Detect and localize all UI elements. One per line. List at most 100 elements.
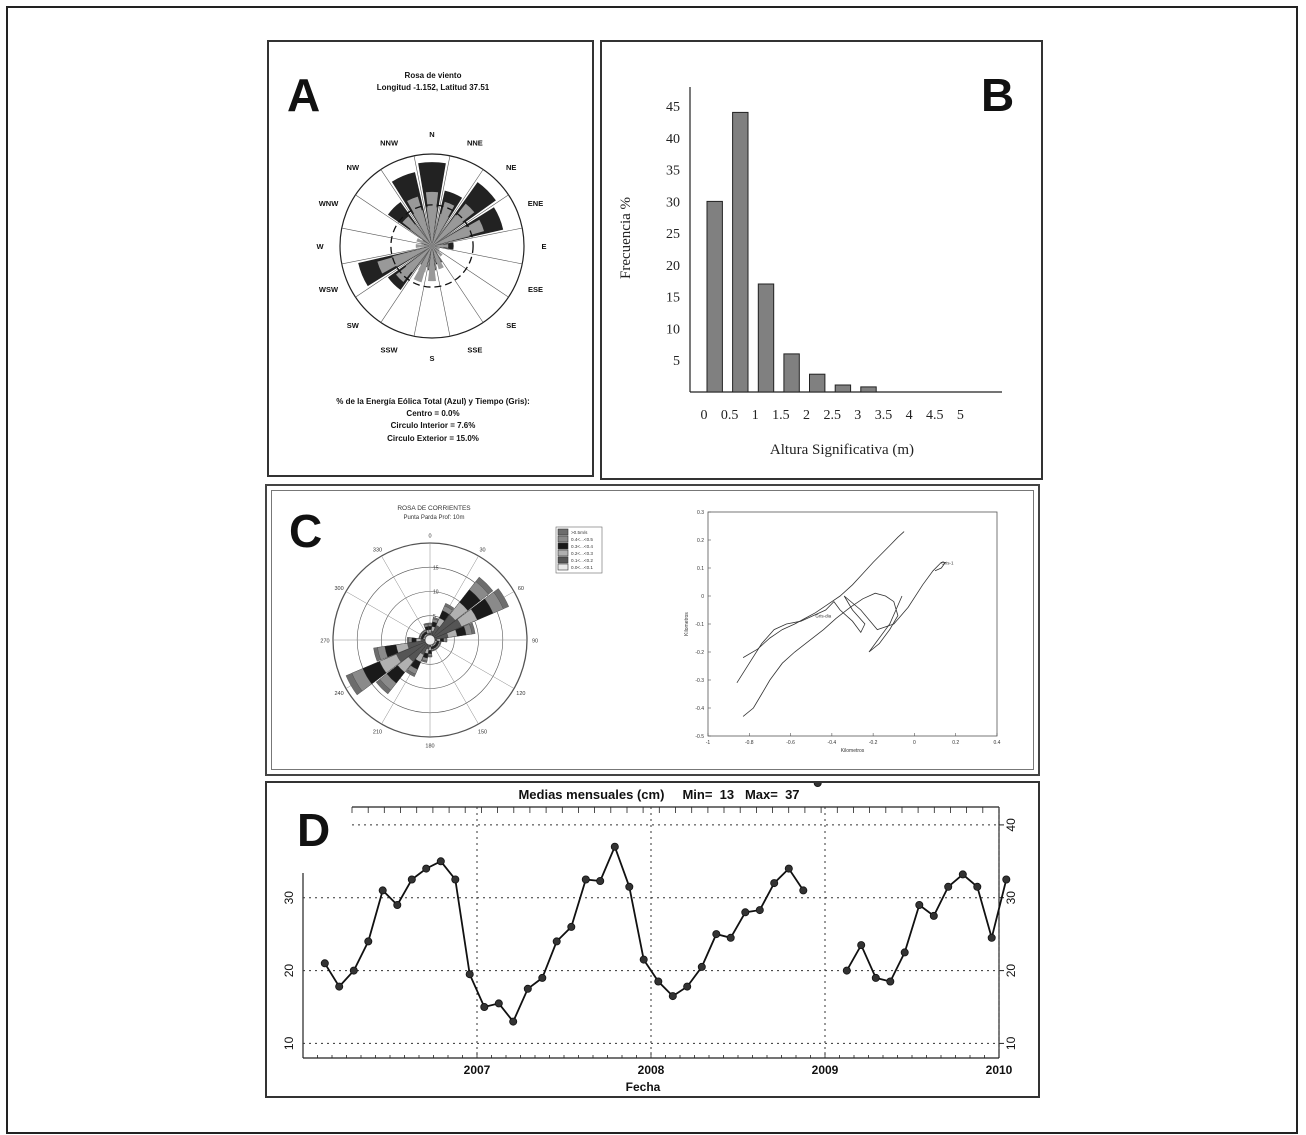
- monthly-means-point: [538, 973, 547, 982]
- wind-rose-petal-inner: [420, 240, 432, 246]
- monthly-means-point: [958, 870, 967, 879]
- histogram-y-tick-label: 25: [666, 227, 680, 242]
- wind-rose-petal-inner: [432, 246, 438, 249]
- trajectory-x-tick-label: 0.4: [994, 740, 1001, 746]
- monthly-means-point: [393, 901, 402, 910]
- monthly-means-chart: Medias mensuales (cm) Min= 13 Max= 37 10…: [282, 783, 1018, 1094]
- monthly-means-point: [755, 906, 764, 915]
- monthly-means-x-tick-label: 2009: [812, 1063, 839, 1077]
- monthly-means-point: [407, 875, 416, 884]
- current-rose-legend-label: >0.5m/s: [571, 530, 588, 535]
- trajectory-x-tick-label: -0.4: [828, 740, 837, 746]
- wind-rose-direction-label: N: [429, 130, 434, 139]
- current-rose-angle-label: 120: [516, 691, 525, 697]
- wind-rose-direction-label: NNE: [467, 139, 483, 148]
- monthly-means-point: [335, 982, 344, 991]
- histogram-y-tick-label: 40: [666, 132, 680, 147]
- wind-rose-spoke: [380, 169, 433, 247]
- monthly-means-plot: 10 10 20 20 30 30 40 2007 2008 2009 2010: [282, 783, 1018, 1077]
- monthly-means-point: [697, 962, 706, 971]
- panel-a: A Rosa de viento Longitud -1.152, Latitu…: [267, 40, 594, 477]
- wind-rose-spoke: [413, 245, 433, 337]
- monthly-means-point: [1002, 875, 1011, 884]
- histogram-x-tick-label: 0: [701, 408, 708, 423]
- panel-c: C ROSA DE CORRIENTES Punta Parda Prof: 1…: [265, 484, 1040, 776]
- wind-rose-direction-label: NW: [347, 163, 360, 172]
- current-rose-center: [424, 634, 436, 646]
- monthly-means-y-tick-label-left: 10: [282, 1036, 296, 1050]
- monthly-means-point: [494, 999, 503, 1008]
- trajectory-x-tick-label: 0: [913, 740, 916, 746]
- monthly-means-point: [465, 970, 474, 979]
- current-rose-sector: [429, 619, 462, 641]
- histogram-y-tick-label: 45: [666, 100, 680, 115]
- wind-rose-inner-ring: [390, 204, 474, 288]
- trajectory-x-tick-label: -1: [706, 740, 711, 746]
- histogram-y-tick-label: 30: [666, 195, 680, 210]
- histogram-x-tick-label: 1.5: [772, 408, 790, 423]
- monthly-means-point: [799, 886, 808, 895]
- wind-rose-chart: Rosa de viento Longitud -1.152, Latitud …: [316, 71, 546, 443]
- histogram-bar: [809, 373, 826, 393]
- trajectory-line: [736, 562, 947, 684]
- trajectory-plot: -1 -0.8 -0.6 -0.4 -0.2 0 0.2 0.4 0.3 0.2 0.1 0 -0.1 -…: [684, 510, 1001, 754]
- monthly-means-point: [987, 933, 996, 942]
- monthly-means-point: [886, 977, 895, 986]
- panel-c-inner-border: [271, 490, 1034, 770]
- monthly-means-point: [813, 783, 822, 787]
- monthly-means-point: [480, 1002, 489, 1011]
- wind-rose-direction-label: WSW: [319, 285, 339, 294]
- histogram-x-tick-label: 2: [803, 408, 810, 423]
- current-rose-spoke: [429, 639, 479, 725]
- monthly-means-point: [581, 875, 590, 884]
- wind-rose-direction-label: E: [541, 242, 546, 251]
- panel-c-letter: C: [289, 505, 323, 557]
- monthly-means-point: [842, 966, 851, 975]
- wind-rose-direction-label: WNW: [319, 199, 339, 208]
- monthly-means-x-tick-label: 2010: [986, 1063, 1013, 1077]
- wind-rose-spoke: [431, 227, 523, 247]
- panel-b-letter: B: [981, 69, 1015, 121]
- current-rose-angle-label: 210: [373, 729, 382, 735]
- current-rose-legend-label: 0.3<...<0.4: [571, 544, 593, 549]
- current-rose-legend-label: 0.2<...<0.3: [571, 551, 593, 556]
- wind-rose-direction-label: S: [429, 354, 434, 363]
- wind-rose-petal-inner: [420, 244, 432, 248]
- monthly-means-point: [625, 882, 634, 891]
- histogram-x-tick-label: 4: [906, 408, 913, 423]
- trajectory-line: [742, 531, 905, 658]
- current-rose-angle-label: 180: [425, 744, 434, 750]
- current-rose-legend-label: 0.4<...<0.5: [571, 537, 593, 542]
- histogram-bar: [732, 111, 749, 393]
- wind-rose-petal-inner: [405, 246, 432, 273]
- panel-b: B 5 10 15 20 25 30 35 40 45 0 0.5 1 1.5 2 2.5 3 3.5 4 4.5 5…: [600, 40, 1043, 480]
- trajectory-y-tick-label: 0: [701, 594, 704, 600]
- current-rose-plot: 0 30 60 90 120 150 180 210 240 270 300 330 5 10 15: [320, 534, 538, 750]
- wind-rose-footer-line-3: Circulo Interior = 7.6%: [391, 421, 476, 430]
- monthly-means-point: [770, 879, 779, 888]
- current-rose-sector: [429, 614, 456, 641]
- histogram-bar: [860, 386, 877, 393]
- histogram-x-tick-label: 3.5: [875, 408, 893, 423]
- monthly-means-point: [683, 982, 692, 991]
- monthly-means-title: Medias mensuales (cm) Min= 13 Max= 37: [518, 787, 799, 802]
- monthly-means-point: [610, 842, 619, 851]
- monthly-means-line: [846, 873, 1008, 983]
- monthly-means-point: [378, 886, 387, 895]
- monthly-means-point: [523, 984, 532, 993]
- monthly-means-point: [741, 908, 750, 917]
- wind-rose-plot: N NNE NE ENE E ESE SE SSE S SSW SW WSW W WNW NW NNW: [316, 130, 546, 363]
- monthly-means-point: [552, 937, 561, 946]
- wind-rose-footer-line-1: % de la Energía Eólica Total (Azul) y Ti…: [336, 397, 530, 406]
- current-rose-legend-swatch: [557, 549, 569, 557]
- panel-a-letter: A: [287, 69, 321, 121]
- trajectory-x-tick-label: -0.6: [786, 740, 795, 746]
- histogram-x-label: Altura Significativa (m): [770, 442, 914, 458]
- monthly-means-point: [712, 930, 721, 939]
- histogram-y-label: Frecuencia %: [618, 197, 634, 279]
- wind-rose-petal-inner: [426, 207, 438, 246]
- current-rose-legend-label: 0.0<...<0.1: [571, 565, 593, 570]
- wind-rose-spoke: [355, 194, 433, 247]
- current-rose-legend-label: 0.1<...<0.2: [571, 558, 593, 563]
- monthly-means-y-tick-label-right: 40: [1004, 818, 1018, 832]
